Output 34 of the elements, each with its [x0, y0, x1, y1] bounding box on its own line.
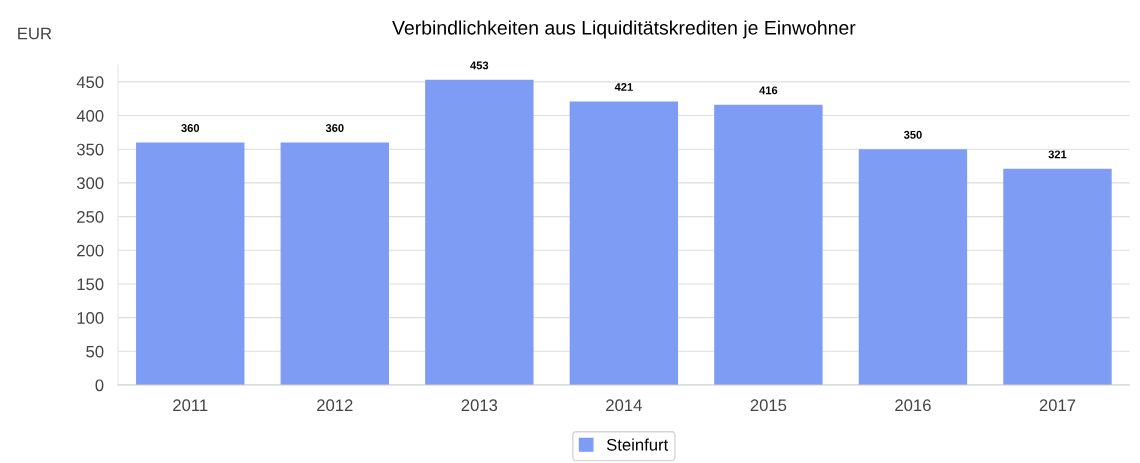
bar [569, 101, 679, 385]
y-tick-label: 150 [77, 278, 104, 291]
data-label: 416 [759, 86, 778, 95]
chart-title: Verbindlichkeiten aus Liquiditätskrediten je Einwohner [392, 20, 856, 39]
y-tick-label: 200 [77, 244, 104, 257]
x-tick-label: 2017 [1039, 399, 1076, 412]
bar [425, 79, 534, 385]
bar [714, 104, 823, 385]
y-tick-label: 100 [77, 312, 104, 324]
x-tick-label: 2016 [895, 399, 931, 412]
data-label: 453 [470, 61, 489, 70]
y-tick-label: 0 [95, 379, 104, 392]
data-label: 360 [181, 124, 200, 132]
bar [280, 142, 389, 385]
data-label: 350 [903, 130, 922, 139]
legend-label: Steinfurt [606, 438, 669, 451]
y-tick-label: 300 [76, 177, 104, 190]
y-tick-label: 450 [76, 76, 104, 89]
x-tick-label: 2013 [461, 399, 498, 412]
data-label: 421 [614, 83, 633, 91]
x-tick-label: 2014 [606, 399, 642, 412]
bar [858, 149, 968, 385]
y-tick-label: 400 [76, 109, 104, 122]
data-label: 360 [325, 124, 344, 132]
y-tick-label: 250 [77, 211, 104, 223]
x-tick-label: 2015 [750, 399, 787, 412]
data-label: 321 [1048, 150, 1067, 159]
x-tick-label: 2011 [173, 399, 208, 412]
y-tick-label: 350 [76, 143, 104, 156]
bar [136, 142, 245, 385]
y-axis-title: EUR [18, 27, 52, 40]
x-tick-label: 2012 [317, 399, 353, 412]
bar [1003, 168, 1112, 385]
y-tick-label: 50 [86, 345, 104, 358]
